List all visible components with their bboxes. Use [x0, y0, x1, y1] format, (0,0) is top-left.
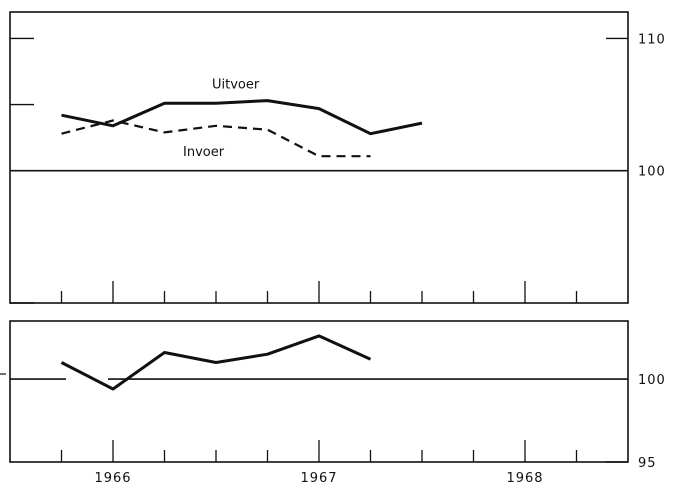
x-tick-label-1967: 1967	[300, 471, 337, 486]
x-tick-label-1968: 1968	[506, 471, 543, 486]
series-label-uitvoer: Uitvoer	[212, 78, 260, 93]
x-tick-label-1966: 1966	[94, 471, 131, 486]
panel1-frame	[10, 12, 628, 303]
panel2-ytick-label: 100	[638, 373, 666, 388]
panel1-ytick-label: 110	[638, 32, 666, 47]
panel2-series-line	[62, 336, 371, 389]
series-label-invoer: Invoer	[183, 145, 225, 160]
panel1-ytick-label: 100	[638, 165, 666, 180]
panel2-ytick-label: 95	[638, 456, 657, 471]
